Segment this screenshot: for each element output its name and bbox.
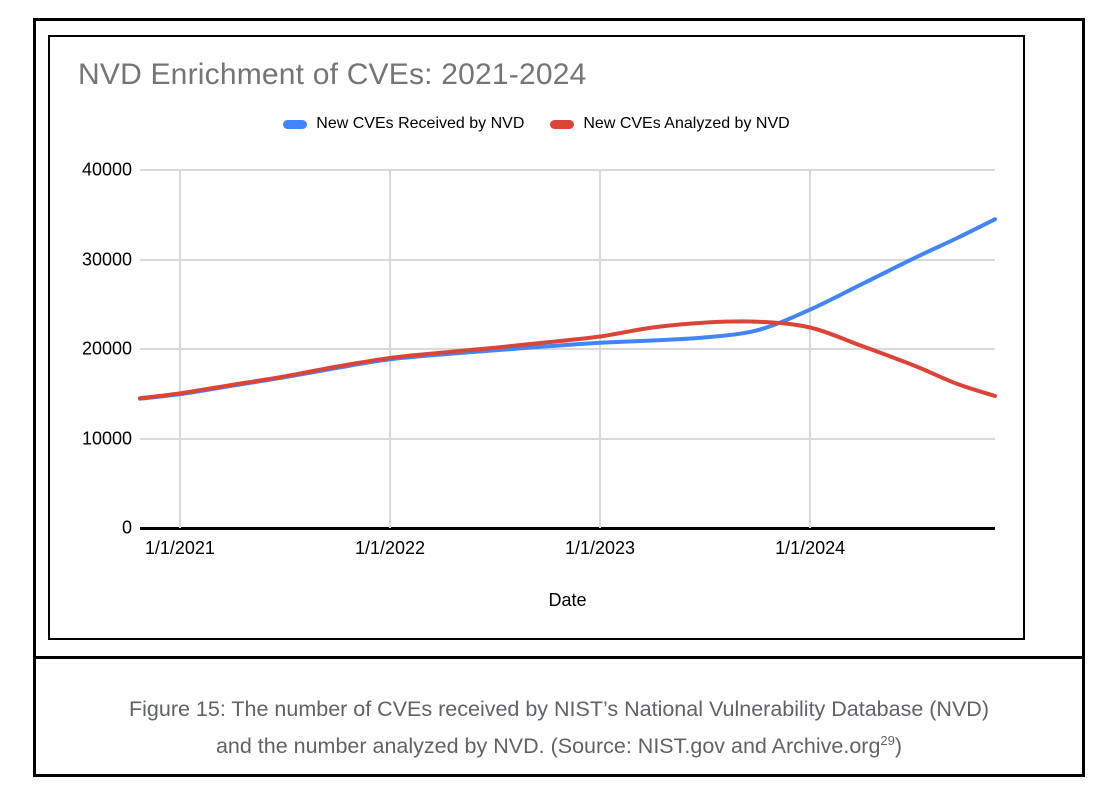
legend: New CVEs Received by NVD New CVEs Analyz…	[48, 111, 1025, 137]
caption-divider	[33, 656, 1085, 659]
caption-line2: and the number analyzed by NVD. (Source:…	[215, 733, 903, 759]
x-axis-title: Date	[548, 590, 587, 610]
caption-footnote-ref: 29	[880, 733, 895, 748]
line-chart-svg	[138, 217, 997, 401]
x-tick-label: 1/1/2024	[775, 538, 846, 558]
horizontal-gridline	[140, 258, 995, 261]
y-axis-labels: 0 10000 20000 30000 40000	[55, 160, 132, 538]
vertical-gridline	[388, 170, 391, 528]
series-line-analyzed	[138, 319, 997, 401]
x-axis-line	[140, 527, 995, 530]
x-tick-label: 1/1/2023	[565, 538, 636, 558]
horizontal-gridline	[140, 348, 995, 350]
legend-swatch-received	[283, 119, 308, 129]
vertical-gridline	[809, 170, 812, 528]
vertical-gridline	[599, 170, 602, 528]
legend-label-analyzed: New CVEs Analyzed by NVD	[583, 115, 790, 132]
chart-area	[48, 35, 1025, 640]
y-tick-label: 20000	[81, 338, 132, 359]
legend-swatch-analyzed	[550, 119, 575, 129]
legend-item-analyzed: New CVEs Analyzed by NVD	[550, 115, 790, 133]
caption-line1: Figure 15: The number of CVEs received b…	[129, 697, 989, 721]
figure-caption: Figure 15: The number of CVEs received b…	[48, 694, 1070, 762]
legend-item-received: New CVEs Received by NVD	[283, 115, 524, 133]
y-tick-label: 0	[121, 517, 132, 538]
y-tick-label: 10000	[81, 428, 132, 448]
horizontal-gridline	[140, 437, 995, 440]
plot-area	[138, 169, 997, 530]
y-tick-label: 30000	[81, 249, 132, 269]
horizontal-gridline	[140, 169, 995, 171]
y-tick-label: 40000	[81, 159, 132, 180]
series-line-received	[138, 217, 997, 401]
x-tick-label: 1/1/2022	[354, 538, 426, 558]
chart-title: NVD Enrichment of CVEs: 2021-2024	[78, 58, 587, 91]
vertical-gridline	[178, 170, 181, 528]
legend-label-received: New CVEs Received by NVD	[316, 115, 525, 132]
x-axis-labels: 1/1/2021 1/1/2022 1/1/2023 1/1/2024	[140, 538, 995, 562]
x-tick-label: 1/1/2021	[144, 538, 215, 558]
